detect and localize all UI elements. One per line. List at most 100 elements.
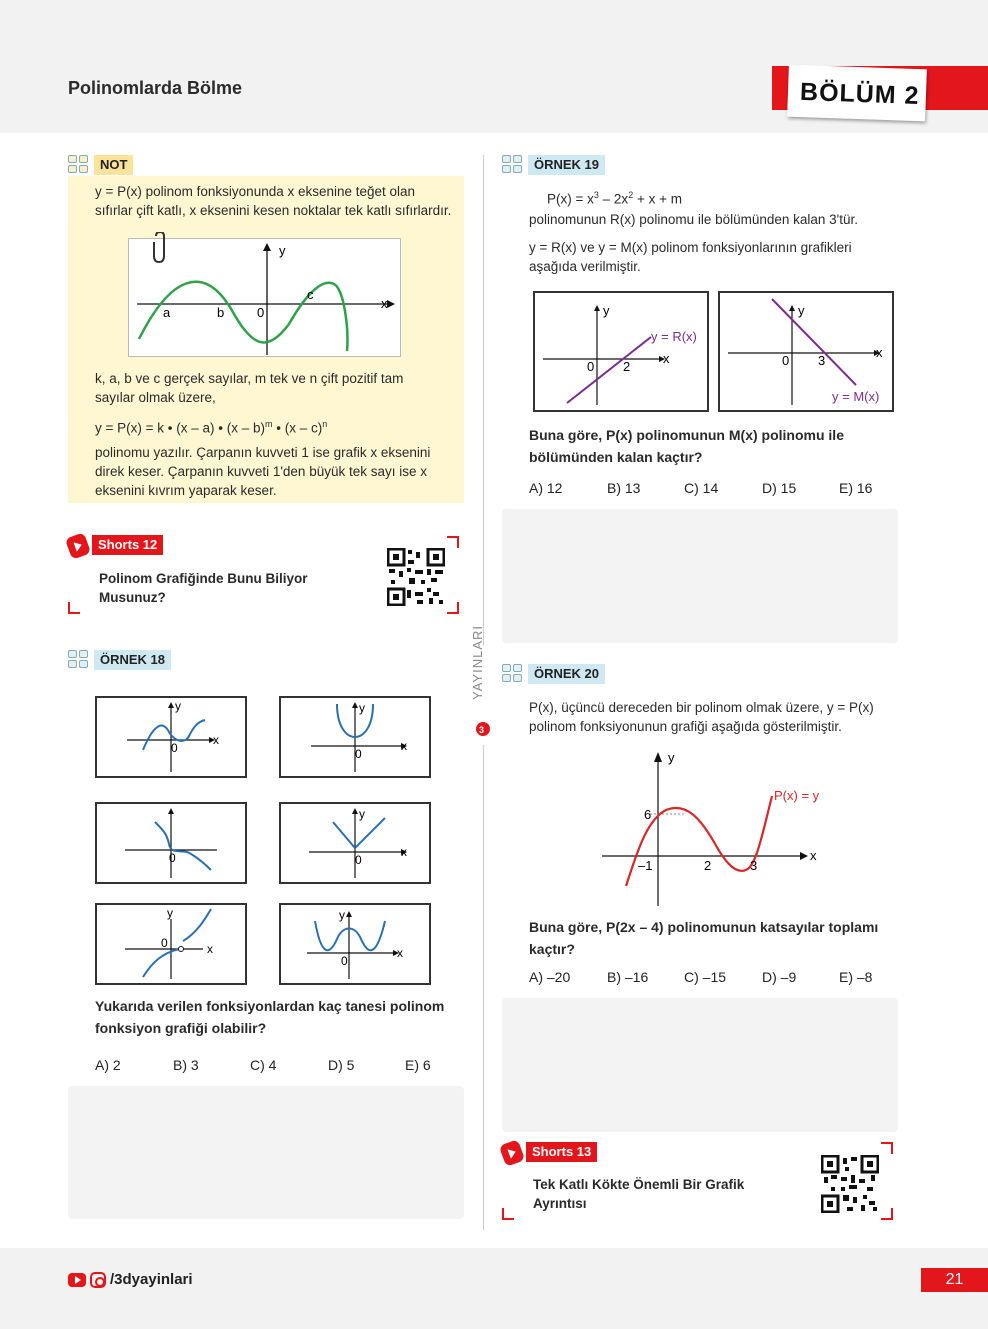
- ornek18-choice-d[interactable]: D) 5: [328, 1057, 355, 1073]
- bracket-bottom-left: [502, 1208, 514, 1220]
- ornek19-question-line2: bölümünden kalan kaçtır?: [529, 449, 703, 465]
- gr-label: y = R(x): [651, 329, 697, 344]
- note-graph-zero: 0: [257, 305, 264, 320]
- note-graph-y: y: [279, 243, 286, 258]
- shorts13-line2: Ayrıntısı: [533, 1196, 587, 1211]
- ornek20-choice-e[interactable]: E) –8: [839, 969, 873, 985]
- g2-x: x: [401, 739, 407, 753]
- ornek18-choice-e[interactable]: E) 6: [405, 1057, 431, 1073]
- ornek18-graph-3: 0: [95, 802, 247, 884]
- g20-x: x: [810, 848, 817, 863]
- ornek19-choice-b[interactable]: B) 13: [607, 480, 641, 496]
- ornek19-choice-d[interactable]: D) 15: [762, 480, 797, 496]
- gm-three: 3: [818, 353, 825, 368]
- ornek20-choice-a[interactable]: A) –20: [529, 969, 571, 985]
- ornek19-choice-e[interactable]: E) 16: [839, 480, 873, 496]
- shorts13-tag[interactable]: Shorts 13: [526, 1142, 598, 1162]
- g1-y: y: [175, 699, 181, 713]
- brand-logo-icon: 3: [476, 722, 490, 736]
- g5-x: x: [207, 942, 213, 956]
- squares-icon: [502, 664, 524, 684]
- shorts12-line2: Musunuz?: [99, 590, 166, 605]
- instagram-icon[interactable]: [90, 1271, 106, 1288]
- social-links[interactable]: /3dyayinlari: [68, 1271, 193, 1288]
- bracket-bottom-right: [881, 1208, 893, 1220]
- formula-main: y = P(x) = k • (x – a) • (x – b): [95, 420, 265, 436]
- note-intro-line1: y = P(x) polinom fonksiyonunda x eksenin…: [95, 184, 416, 199]
- column-divider: [483, 155, 484, 645]
- ornek19-choice-a[interactable]: A) 12: [529, 480, 563, 496]
- ornek20-choice-d[interactable]: D) –9: [762, 969, 797, 985]
- poly-prefix: P(x) = x: [547, 191, 594, 207]
- ornek19-line3: y = R(x) ve y = M(x) polinom fonksiyonla…: [529, 240, 852, 255]
- gr-x: x: [663, 351, 670, 366]
- g1-x: x: [213, 733, 219, 747]
- ornek20-graph: y x 6 –1 2 3 P(x) = y: [602, 750, 820, 906]
- note-body-line1: k, a, b ve c gerçek sayılar, m tek ve n …: [95, 371, 404, 386]
- ornek19-poly: P(x) = x3 – 2x2 + x + m: [547, 186, 682, 209]
- ornek19-graph-m: y x 0 3 y = M(x): [718, 291, 894, 412]
- ornek18-choice-b[interactable]: B) 3: [173, 1057, 199, 1073]
- qr-code-icon[interactable]: [821, 1155, 879, 1213]
- ornek18-graph-5: y x 0: [95, 903, 247, 985]
- ornek18-choice-c[interactable]: C) 4: [250, 1057, 277, 1073]
- g2-y: y: [359, 701, 365, 715]
- g20-y: y: [668, 750, 675, 765]
- gr-y: y: [603, 303, 610, 318]
- ornek19-question-line1: Buna göre, P(x) polinomunun M(x) polinom…: [529, 427, 844, 443]
- g4-y: y: [359, 807, 365, 821]
- squares-icon: [502, 155, 524, 175]
- side-brand: YAYINLARI: [470, 625, 485, 700]
- ornek19-answer-area[interactable]: [502, 509, 898, 643]
- gm-label: y = M(x): [832, 389, 879, 404]
- g20-two: 2: [704, 858, 711, 873]
- note-formula: y = P(x) = k • (x – a) • (x – b)m • (x –…: [95, 415, 327, 438]
- shorts-icon[interactable]: [64, 532, 92, 560]
- ornek18-question-line1: Yukarıda verilen fonksiyonlardan kaç tan…: [95, 998, 445, 1014]
- note-graph: y x a b 0 c: [137, 243, 395, 355]
- bracket-top-right: [447, 536, 459, 548]
- g1-zero: 0: [171, 741, 178, 755]
- ornek19-tag: ÖRNEK 19: [528, 155, 606, 175]
- shorts12-tag[interactable]: Shorts 12: [92, 535, 164, 555]
- ornek18-graph-1: y x 0: [95, 696, 247, 778]
- ornek20-choice-c[interactable]: C) –15: [684, 969, 727, 985]
- youtube-icon[interactable]: [68, 1272, 86, 1287]
- gm-y: y: [798, 303, 805, 318]
- shorts12-line1: Polinom Grafiğinde Bunu Biliyor: [99, 571, 308, 586]
- g4-zero: 0: [355, 853, 362, 867]
- shorts-icon[interactable]: [498, 1139, 526, 1167]
- poly-exp2: 2: [628, 190, 634, 200]
- bracket-bottom-right: [447, 602, 459, 614]
- gm-x: x: [876, 345, 883, 360]
- social-handle[interactable]: /3dyayinlari: [110, 1271, 193, 1288]
- ornek20-question-line1: Buna göre, P(2x – 4) polinomunun katsayı…: [529, 919, 879, 935]
- shorts13-line1: Tek Katlı Kökte Önemli Bir Grafik: [533, 1177, 745, 1192]
- ornek20-choice-b[interactable]: B) –16: [607, 969, 649, 985]
- formula-mid: • (x – c): [272, 420, 323, 436]
- ornek18-choice-a[interactable]: A) 2: [95, 1057, 121, 1073]
- ornek19-line2: polinomunun R(x) polinomu ile bölümünden…: [529, 212, 859, 227]
- gr-zero: 0: [587, 359, 594, 374]
- squares-icon: [68, 650, 90, 670]
- g20-six: 6: [644, 807, 651, 822]
- formula-exp-m: m: [265, 419, 273, 429]
- ornek20-tag: ÖRNEK 20: [528, 664, 606, 684]
- ornek20-line1: P(x), üçüncü dereceden bir polinom olmak…: [529, 700, 874, 715]
- g6-y: y: [339, 908, 345, 922]
- bracket-top-right: [881, 1142, 893, 1154]
- note-tail-line3: eksenini kıvrım yaparak keser.: [95, 483, 277, 498]
- ornek18-graph-6: y x 0: [279, 903, 431, 985]
- section-title: Polinomlarda Bölme: [68, 78, 243, 98]
- note-graph-frame: y x a b 0 c: [128, 238, 401, 357]
- paperclip-icon: [153, 232, 165, 264]
- column-divider: [483, 745, 484, 1230]
- note-tail-line2: direk keser. Çarpanın kuvveti 1'den büyü…: [95, 464, 427, 479]
- ornek18-answer-area[interactable]: [68, 1086, 464, 1219]
- poly-mid: – 2x: [598, 191, 629, 207]
- qr-code-icon[interactable]: [387, 548, 445, 606]
- poly-suffix: + x + m: [633, 191, 682, 207]
- gm-zero: 0: [782, 353, 789, 368]
- ornek20-answer-area[interactable]: [502, 998, 898, 1132]
- ornek19-choice-c[interactable]: C) 14: [684, 480, 719, 496]
